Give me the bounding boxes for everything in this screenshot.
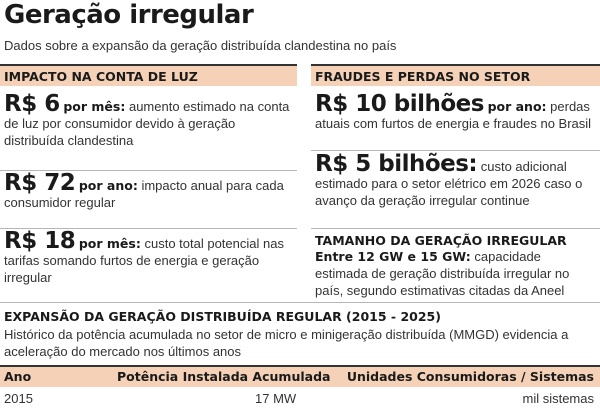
divider [311, 150, 600, 151]
expansion-description: Histórico da potência acumulada no setor… [4, 327, 569, 359]
size-heading: TAMANHO DA GERAÇÃO IRREGULAR [315, 233, 567, 248]
impact-value: R$ 18 [4, 228, 76, 254]
impact-text: aumento estimado na conta de [4, 99, 290, 131]
fraud-text: custo adicional [477, 159, 567, 174]
impact-text: impacto anual para cada [137, 178, 284, 193]
fraud-text-rest: estimado para o setor elétrico em 2026 c… [315, 176, 583, 208]
page-title: Geração irregular [4, 0, 254, 30]
cell-power: 17 MW [255, 391, 297, 406]
impact-value: R$ 6 [4, 91, 60, 117]
table-header: Ano Potência Instalada Acumulada Unidade… [0, 365, 600, 387]
impact-unit: por ano: [78, 178, 138, 193]
size-item: Entre 12 GW e 15 GW: capacidade estimada… [315, 248, 597, 299]
fraud-text: perdas atuais [315, 99, 590, 131]
divider [311, 228, 600, 229]
fraud-unit: por ano: [487, 99, 547, 114]
expansion-title: EXPANSÃO DA GERAÇÃO DISTRIBUÍDA REGULAR … [4, 309, 441, 324]
size-strong: Entre 12 GW e 15 GW: [315, 249, 471, 264]
divider [0, 170, 297, 171]
impact-unit: por mês: [63, 99, 126, 114]
impact-item-2: R$ 72 por ano: impacto anual para cada c… [4, 172, 294, 211]
fraud-item-2: R$ 5 bilhões: custo adicional estimado p… [315, 153, 597, 209]
impact-text: custo total potencial nas [140, 236, 284, 251]
impact-value: R$ 72 [4, 170, 76, 196]
page-subtitle: Dados sobre a expansão da geração distri… [4, 38, 397, 53]
impact-item-1: R$ 6 por mês: aumento estimado na conta … [4, 93, 294, 149]
fraud-item-1: R$ 10 bilhões por ano: perdas atuais com… [315, 93, 597, 132]
column-header-ano: Ano [4, 369, 32, 384]
fraud-text-rest: com furtos de energia e fraudes no Brasi… [353, 116, 592, 131]
impact-unit: por mês: [78, 236, 141, 251]
divider [0, 302, 600, 303]
size-text-rest: geração distribuída irregular no país, s… [315, 266, 570, 298]
fraud-value: R$ 10 bilhões [315, 91, 484, 117]
cell-year: 2015 [4, 391, 33, 406]
column-header-potencia: Potência Instalada Acumulada [117, 369, 331, 384]
section-heading-impacto: IMPACTO NA CONTA DE LUZ [0, 64, 297, 86]
divider [0, 228, 297, 229]
impact-text-rest: consumidor regular [4, 195, 116, 210]
impact-text-rest: luz por consumidor devido à geração dist… [4, 116, 236, 148]
cell-units: mil sistemas [522, 391, 594, 406]
size-text: capacidade estimada de [315, 249, 541, 281]
table-row: 2015 17 MW mil sistemas [0, 389, 600, 409]
impact-item-3: R$ 18 por mês: custo total potencial nas… [4, 230, 294, 286]
impact-text-rest: tarifas somando furtos de energia e gera… [4, 253, 260, 285]
section-heading-fraudes: FRAUDES E PERDAS NO SETOR [311, 64, 600, 86]
fraud-value: R$ 5 bilhões: [315, 151, 478, 177]
column-header-unidades: Unidades Consumidoras / Sistemas [346, 369, 594, 384]
